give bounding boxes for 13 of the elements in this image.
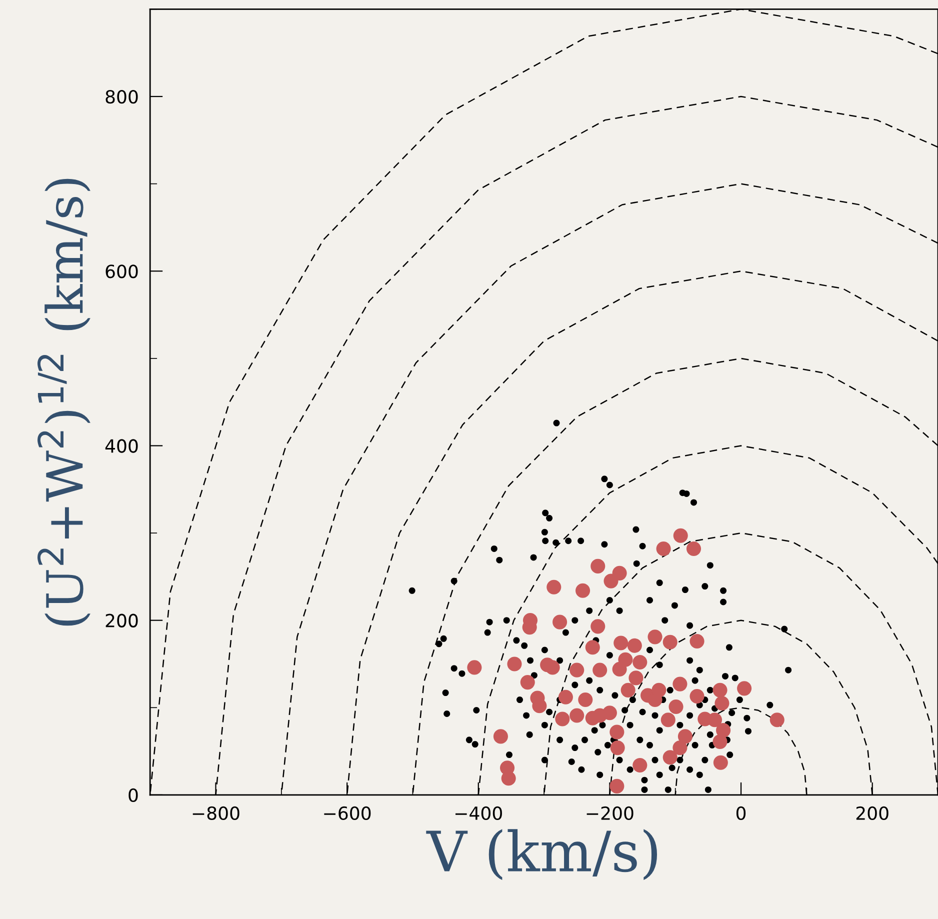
y-tick-label: 800 bbox=[106, 90, 138, 104]
x-tick-label: 0 bbox=[736, 806, 746, 820]
y-tick-label: 400 bbox=[105, 439, 138, 453]
x-tick-label: −600 bbox=[324, 806, 371, 820]
y-tick-label: 200 bbox=[106, 614, 138, 628]
x-tick-label: −800 bbox=[192, 806, 240, 820]
y-tick-label: 0 bbox=[128, 788, 138, 802]
x-tick-label: −400 bbox=[455, 806, 502, 820]
x-tick-label: −200 bbox=[586, 806, 634, 820]
x-axis-title: V (km/s) bbox=[426, 829, 657, 880]
y-tick-label: 600 bbox=[106, 264, 138, 278]
y-axis-title: (U$^{2}$+W$^{2}$)$^{1/2}$ (km/s) bbox=[37, 178, 90, 626]
x-tick-label: 200 bbox=[856, 806, 888, 820]
